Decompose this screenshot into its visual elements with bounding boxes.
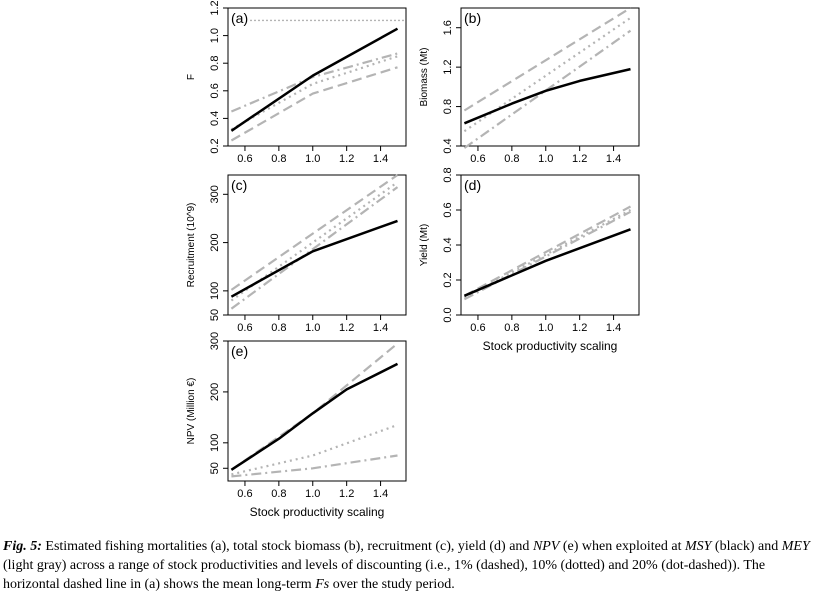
- x-tick-label: 0.8: [504, 322, 519, 334]
- x-tick-label: 1.0: [305, 153, 320, 165]
- x-tick-label: 0.6: [237, 153, 252, 165]
- y-tick-label: 0.6: [209, 83, 221, 98]
- msy-line: [230, 27, 399, 132]
- y-tick-label: 0.4: [442, 237, 454, 252]
- panel-label: (a): [231, 10, 248, 26]
- panel-label: (b): [464, 10, 481, 26]
- caption-lead: Fig. 5:: [3, 539, 42, 554]
- msy-line: [463, 67, 631, 125]
- mey-line-dot-dashed: [230, 52, 398, 113]
- caption-term-msy: MSY: [684, 539, 712, 554]
- y-tick-label: 0.8: [442, 167, 454, 182]
- x-tick-label: 1.0: [305, 488, 320, 500]
- caption-term-fs: Fs: [315, 577, 330, 592]
- msy-line: [230, 219, 398, 298]
- y-tick-label: 100: [209, 434, 221, 452]
- x-tick-label: 1.4: [373, 153, 388, 165]
- x-tick-label: 1.0: [538, 153, 553, 165]
- y-tick-label: 0.6: [442, 202, 454, 217]
- y-tick-label: 1.2: [442, 59, 454, 74]
- x-tick-label: 1.0: [538, 322, 553, 334]
- x-tick-label: 1.2: [572, 322, 587, 334]
- panel-label: (e): [231, 343, 248, 359]
- y-axis-label: F: [186, 74, 197, 80]
- x-tick-label: 1.4: [606, 153, 621, 165]
- x-tick-label: 1.2: [339, 488, 354, 500]
- caption-term-npv: NPV: [532, 539, 560, 554]
- plot-frame: [227, 174, 407, 316]
- x-tick-label: 1.4: [373, 488, 388, 500]
- x-tick-label: 1.2: [339, 322, 354, 334]
- panel-d: 0.6 0.8 1.0 1.2 1.4 0.0 0.2 0.4 0.6 0.8 Yield (Mt)…: [419, 167, 640, 353]
- plot-frame: [227, 340, 407, 482]
- x-tick-label: 1.4: [373, 322, 388, 334]
- y-tick-label: 1.2: [209, 0, 221, 15]
- x-axis-label: Stock productivity scaling: [250, 505, 385, 519]
- caption-text-3: (black) and: [711, 539, 782, 554]
- y-tick-label: 300: [209, 185, 221, 203]
- panel-label: (d): [464, 177, 481, 193]
- x-tick-label: 0.6: [470, 153, 485, 165]
- mey-line-dotted: [230, 55, 398, 131]
- y-tick-label: 300: [209, 332, 221, 350]
- y-tick-label: 50: [209, 309, 221, 321]
- y-axis-label: Biomass (Mt): [419, 48, 430, 107]
- x-tick-label: 0.8: [504, 153, 519, 165]
- y-tick-label: 200: [209, 383, 221, 401]
- y-tick-label: 0.8: [442, 99, 454, 114]
- x-tick-label: 1.2: [572, 153, 587, 165]
- mey-line-dotted: [230, 181, 399, 302]
- msy-line: [230, 362, 399, 471]
- mey-line-dashed: [463, 205, 632, 297]
- mey-line-dot-dashed: [230, 186, 399, 310]
- mey-line-dashed: [230, 342, 399, 471]
- y-tick-label: 0.4: [442, 138, 454, 153]
- panel-b: 0.6 0.8 1.0 1.2 1.4 0.4 0.8 1.2 1.6 Biomass (Mt) (…: [419, 7, 640, 165]
- caption-text-2: (e) when exploited at: [559, 539, 685, 554]
- y-axis-label: Recruitment (10^9): [186, 203, 197, 288]
- x-tick-label: 0.6: [237, 488, 252, 500]
- plot-frame: [227, 7, 407, 147]
- mey-line-dashed: [463, 7, 632, 112]
- caption-text-5: over the study period.: [329, 577, 455, 592]
- caption-text-4: (light gray) across a range of stock pro…: [3, 558, 766, 592]
- panel-a: 0.6 0.8 1.0 1.2 1.4 0.2 0.4 0.6 0.8 1.0 1.2 F (a): [186, 0, 407, 165]
- y-tick-label: 50: [209, 462, 221, 474]
- y-tick-label: 1.0: [209, 28, 221, 43]
- y-tick-label: 0.2: [209, 138, 221, 153]
- y-tick-label: 0.4: [209, 111, 221, 126]
- x-tick-label: 1.4: [606, 322, 621, 334]
- panel-label: (c): [231, 177, 247, 193]
- x-tick-label: 0.6: [470, 322, 485, 334]
- mey-line-dashed: [230, 66, 398, 142]
- plot-frame: [460, 174, 640, 316]
- y-tick-label: 200: [209, 233, 221, 251]
- x-tick-label: 0.8: [271, 153, 286, 165]
- y-tick-label: 0.8: [209, 56, 221, 71]
- panel-c: 0.6 0.8 1.0 1.2 1.4 50 100 200 300 Recruitment (1…: [186, 174, 407, 334]
- caption-term-mey: MEY: [781, 539, 810, 554]
- x-tick-label: 1.2: [339, 153, 354, 165]
- x-tick-label: 0.6: [237, 322, 252, 334]
- msy-line: [463, 228, 631, 297]
- y-axis-label: Yield (Mt): [419, 224, 430, 266]
- caption-text-1: Estimated fishing mortalities (a), total…: [41, 539, 533, 554]
- y-tick-label: 0.2: [442, 272, 454, 287]
- mey-line-dot-dashed: [231, 454, 398, 478]
- plot-frame: [460, 7, 640, 147]
- y-axis-label: NPV (Million €): [186, 378, 197, 445]
- panel-e: 0.6 0.8 1.0 1.2 1.4 50 100 200 300 NPV (Million €…: [186, 332, 407, 519]
- y-tick-label: 0.0: [442, 307, 454, 322]
- y-tick-label: 100: [209, 282, 221, 300]
- x-axis-label: Stock productivity scaling: [483, 339, 618, 353]
- figure-caption: Fig. 5: Estimated fishing mortalities (a…: [3, 537, 821, 594]
- y-tick-label: 1.6: [442, 20, 454, 35]
- mey-line-dashed: [230, 174, 399, 291]
- figure-panels: 0.6 0.8 1.0 1.2 1.40.20.40.60.81.01.2F(a)0.6…: [186, 0, 640, 519]
- x-tick-label: 1.0: [305, 322, 320, 334]
- x-tick-label: 0.8: [271, 322, 286, 334]
- x-tick-label: 0.8: [271, 488, 286, 500]
